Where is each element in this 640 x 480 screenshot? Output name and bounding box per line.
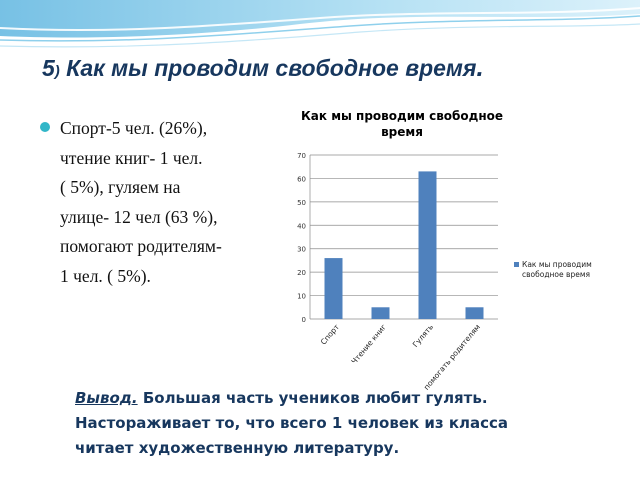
- bullet-line: улице- 12 чел (63 %),: [60, 206, 218, 227]
- x-tick-label: Чтение книг: [350, 322, 389, 365]
- title-dot: .: [476, 52, 484, 82]
- bullet-line: ( 5%), гуляем на: [60, 177, 181, 197]
- decorative-wave-band: [0, 0, 640, 70]
- bar-chart: Как мы проводим свободное время 0 10 20 30 40 5…: [297, 109, 592, 390]
- x-tick-label: Спорт: [319, 322, 342, 347]
- y-tick-label: 10: [297, 293, 306, 301]
- bullet-line: Спорт-5 чел. (26%),: [60, 118, 208, 138]
- legend-swatch: [514, 262, 519, 267]
- chart-title-line: время: [381, 125, 423, 139]
- title-text: Как мы проводим свободное время: [59, 55, 477, 81]
- y-tick-label: 60: [297, 175, 306, 183]
- conclusion-label: Вывод.: [75, 389, 138, 407]
- bullet-dot-icon: [40, 122, 50, 132]
- bullet-line: помогают родителям-: [60, 236, 222, 256]
- bullet-line: 1 чел. ( 5%).: [60, 265, 151, 286]
- y-tick-label: 50: [297, 199, 306, 207]
- y-tick-label: 70: [297, 152, 306, 160]
- legend-label: свободное время: [522, 270, 590, 279]
- bar-1: [324, 258, 343, 319]
- x-tick-label: Гулять: [411, 323, 435, 350]
- chart-title-line: Как мы проводим свободное: [301, 109, 503, 123]
- y-tick-label: 0: [302, 316, 306, 324]
- conclusion-line-2: Настораживает то, что всего 1 человек из…: [75, 414, 509, 432]
- title-number: 5: [42, 55, 55, 81]
- legend-label: Как мы проводим: [522, 260, 592, 269]
- bullet-text: Спорт-5 чел. (26%), чтение книг- 1 чел. …: [60, 114, 280, 291]
- y-tick-label: 20: [297, 269, 306, 277]
- conclusion-line-3: читает художественную литературу.: [75, 439, 400, 457]
- conclusion-text: Вывод. Большая часть учеников любит гуля…: [75, 386, 615, 461]
- bar-4: [465, 307, 484, 319]
- y-tick-label: 30: [297, 246, 306, 254]
- bar-3: [418, 171, 437, 319]
- bullet-line: чтение книг- 1 чел.: [60, 147, 203, 168]
- title-paren: ): [54, 63, 60, 80]
- y-tick-label: 40: [297, 222, 306, 230]
- conclusion-line-1: Большая часть учеников любит гулять.: [137, 389, 488, 407]
- slide-title: 5) Как мы проводим свободное время.: [42, 52, 484, 83]
- bar-2: [371, 307, 390, 319]
